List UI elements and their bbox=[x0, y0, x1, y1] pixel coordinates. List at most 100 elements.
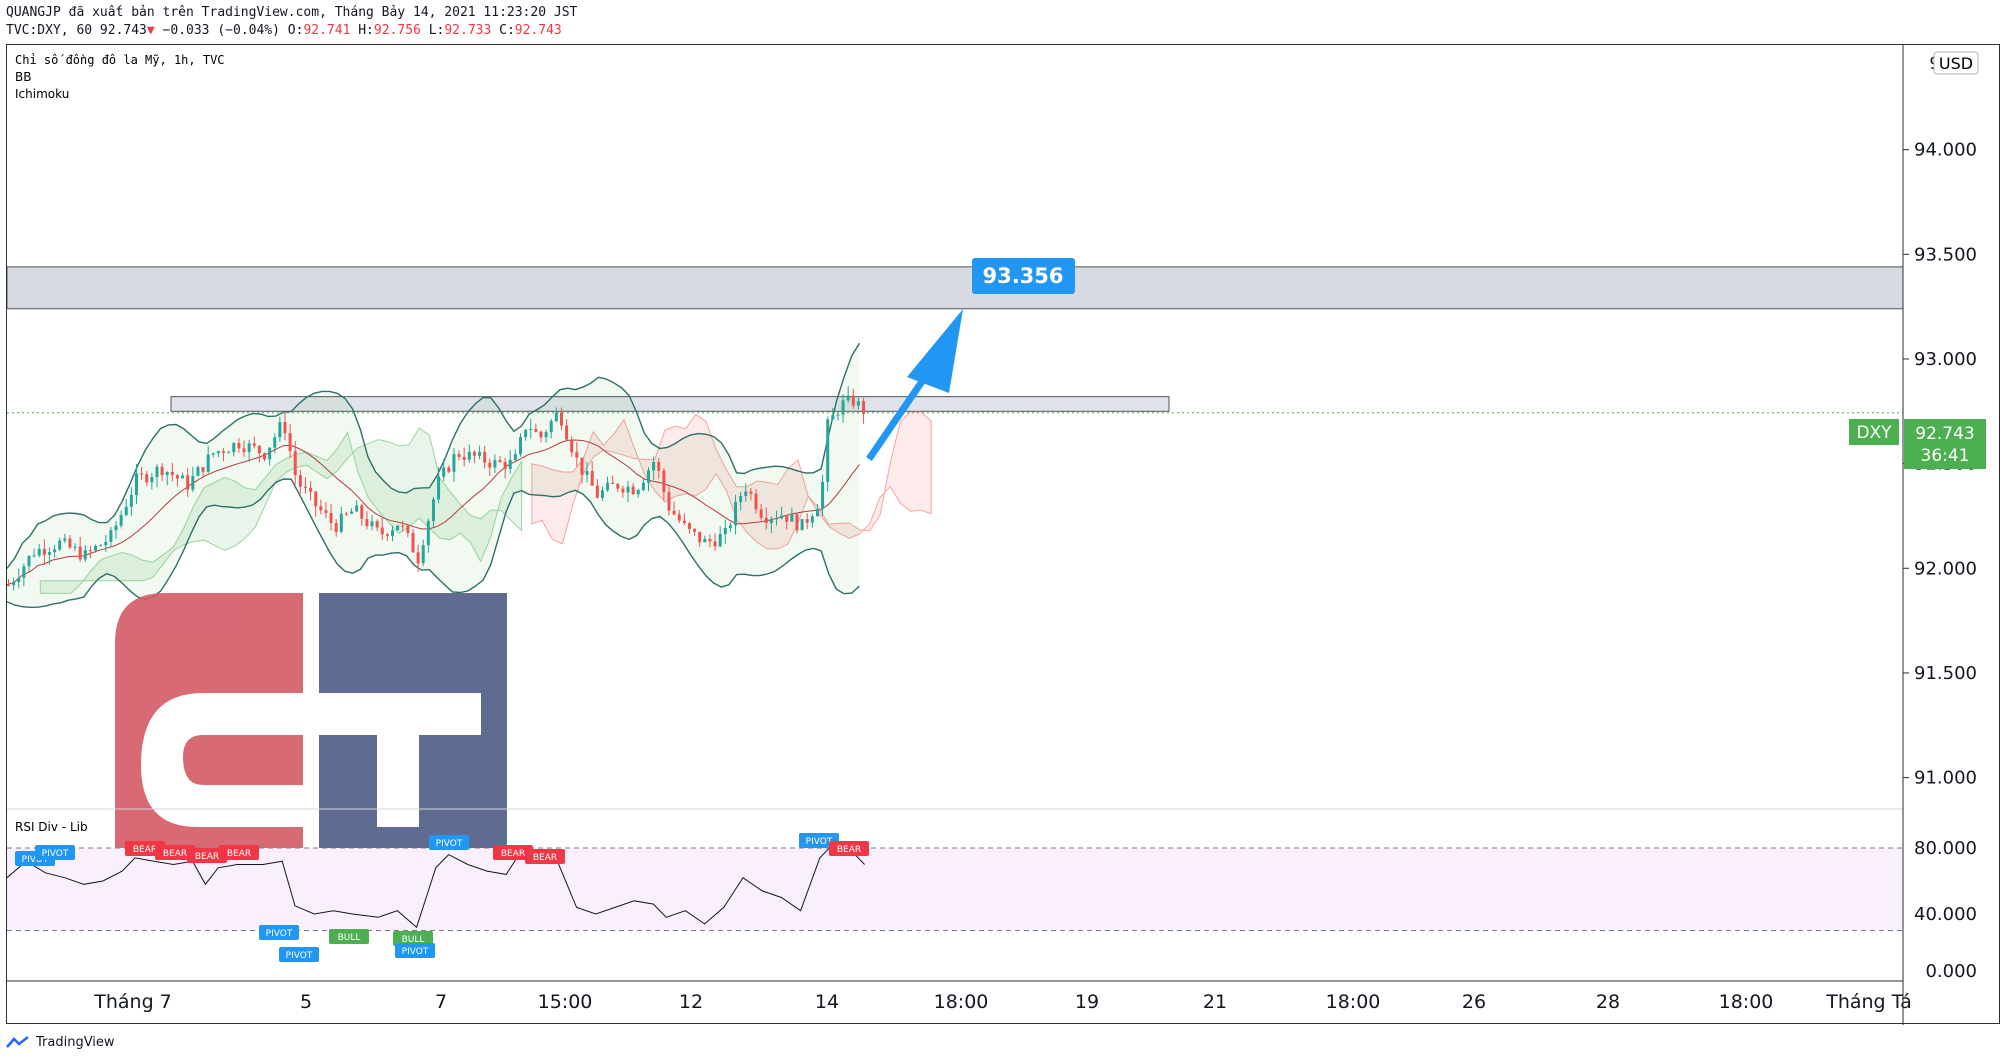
candle bbox=[160, 463, 164, 482]
candle bbox=[396, 525, 400, 531]
candle bbox=[478, 445, 482, 460]
candle bbox=[467, 444, 471, 463]
candle bbox=[554, 407, 558, 423]
time-tick-label: 14 bbox=[815, 991, 839, 1013]
candle bbox=[196, 465, 200, 477]
candle bbox=[42, 539, 46, 565]
candle bbox=[334, 519, 338, 537]
rsi-line bbox=[6, 844, 865, 929]
candle bbox=[32, 548, 36, 558]
down-arrow-icon: ▼ bbox=[146, 23, 155, 38]
open-value: 92.741 bbox=[303, 23, 351, 38]
svg-text:PIVOT: PIVOT bbox=[806, 837, 833, 847]
candle bbox=[462, 447, 466, 467]
price-tick-label: 92.000 bbox=[1914, 558, 1977, 579]
svg-text:PIVOT: PIVOT bbox=[22, 855, 49, 865]
candle bbox=[851, 388, 855, 409]
candle bbox=[595, 479, 599, 499]
candle bbox=[73, 543, 77, 552]
candle bbox=[135, 463, 138, 505]
candle bbox=[498, 456, 502, 463]
candle bbox=[862, 397, 866, 424]
candle bbox=[672, 501, 676, 516]
rsi-pivot-label: PIVOT bbox=[395, 943, 435, 958]
candle bbox=[723, 519, 727, 544]
svg-text:BEAR: BEAR bbox=[533, 853, 557, 863]
candle bbox=[841, 394, 845, 423]
candle bbox=[447, 465, 451, 474]
candle bbox=[273, 433, 277, 454]
candle bbox=[27, 555, 31, 572]
candle bbox=[846, 386, 850, 403]
resistance-zone-lower[interactable] bbox=[170, 396, 1170, 412]
candle bbox=[53, 545, 57, 558]
candle bbox=[319, 499, 323, 515]
price-candles bbox=[7, 386, 866, 591]
candle bbox=[698, 531, 702, 547]
candle bbox=[718, 526, 722, 548]
candle bbox=[365, 511, 369, 530]
candle bbox=[324, 502, 328, 519]
tradingview-footer[interactable]: TradingView bbox=[6, 1031, 115, 1053]
currency-button[interactable]: USD bbox=[1933, 51, 1979, 75]
candle bbox=[22, 563, 26, 586]
candle bbox=[170, 462, 174, 482]
candle bbox=[488, 458, 492, 477]
candle bbox=[775, 510, 778, 526]
candle bbox=[431, 496, 435, 528]
candle bbox=[339, 506, 343, 534]
candle bbox=[303, 477, 307, 494]
svg-text:BEAR: BEAR bbox=[837, 845, 861, 855]
candle bbox=[68, 535, 72, 550]
resistance-zone-upper[interactable] bbox=[6, 266, 1904, 310]
svg-text:BEAR: BEAR bbox=[133, 845, 157, 855]
projection-arrow[interactable] bbox=[866, 309, 963, 461]
candle bbox=[600, 486, 604, 501]
candle bbox=[47, 547, 51, 565]
candle bbox=[206, 445, 210, 474]
candle bbox=[544, 429, 548, 443]
rsi-bear-label: BEAR bbox=[187, 848, 227, 863]
candle bbox=[442, 459, 446, 482]
candle bbox=[606, 476, 610, 492]
target-price-label[interactable]: 93.356 bbox=[972, 258, 1075, 294]
candle bbox=[534, 423, 538, 433]
candle bbox=[631, 482, 635, 496]
candle bbox=[109, 526, 113, 547]
bollinger-basis bbox=[6, 439, 860, 586]
time-tick-label: 5 bbox=[300, 991, 312, 1013]
time-tick-label: 18:00 bbox=[1326, 991, 1381, 1013]
rsi-title: RSI Div - Lib bbox=[15, 820, 88, 834]
candle bbox=[37, 543, 41, 558]
candle bbox=[529, 418, 533, 439]
rsi-bear-label: BEAR bbox=[219, 845, 259, 860]
candle bbox=[268, 447, 272, 466]
candle bbox=[119, 510, 123, 529]
svg-text:BULL: BULL bbox=[402, 935, 425, 945]
candle bbox=[129, 487, 133, 516]
candle bbox=[406, 524, 410, 538]
price-chart[interactable]: 93.356 Chỉ số đồng đô la Mỹ, 1h, TVC BB … bbox=[6, 45, 2001, 1025]
candle bbox=[216, 450, 220, 457]
chart-frame[interactable]: 93.356 Chỉ số đồng đô la Mỹ, 1h, TVC BB … bbox=[6, 44, 2001, 1025]
rsi-bull-label: BULL bbox=[393, 931, 433, 946]
candle bbox=[826, 416, 830, 492]
time-tick-label: 12 bbox=[679, 991, 703, 1013]
candle bbox=[810, 513, 814, 528]
time-tick-label: 21 bbox=[1203, 991, 1227, 1013]
target-price-text: 93.356 bbox=[982, 264, 1063, 288]
candle bbox=[636, 488, 640, 498]
candle bbox=[739, 491, 743, 511]
svg-text:BEAR: BEAR bbox=[501, 849, 525, 859]
rsi-pivot-label: PIVOT bbox=[429, 835, 469, 850]
candle bbox=[150, 472, 154, 490]
candle bbox=[759, 503, 763, 521]
candle bbox=[662, 468, 666, 501]
candle bbox=[99, 544, 103, 547]
candle bbox=[232, 442, 236, 457]
candle bbox=[88, 545, 92, 559]
symbol-badge-text: DXY bbox=[1856, 423, 1892, 443]
candle bbox=[508, 450, 512, 474]
low-value: 92.733 bbox=[444, 23, 492, 38]
candle bbox=[590, 461, 594, 486]
